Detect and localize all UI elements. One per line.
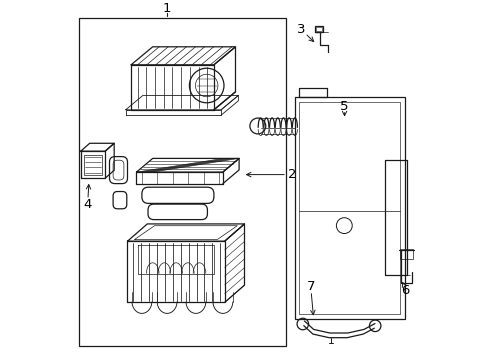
Bar — [79, 18, 285, 346]
Text: 2: 2 — [288, 168, 296, 181]
Bar — [294, 97, 404, 319]
Bar — [316, 27, 321, 31]
Text: 3: 3 — [296, 23, 305, 36]
Text: 4: 4 — [83, 198, 92, 211]
Text: 5: 5 — [340, 100, 348, 113]
Bar — [84, 155, 102, 175]
Text: 6: 6 — [401, 284, 409, 297]
Text: 7: 7 — [306, 280, 315, 293]
Bar — [315, 26, 323, 32]
Bar — [400, 249, 412, 259]
Bar — [299, 102, 400, 314]
Text: 1: 1 — [163, 3, 171, 15]
